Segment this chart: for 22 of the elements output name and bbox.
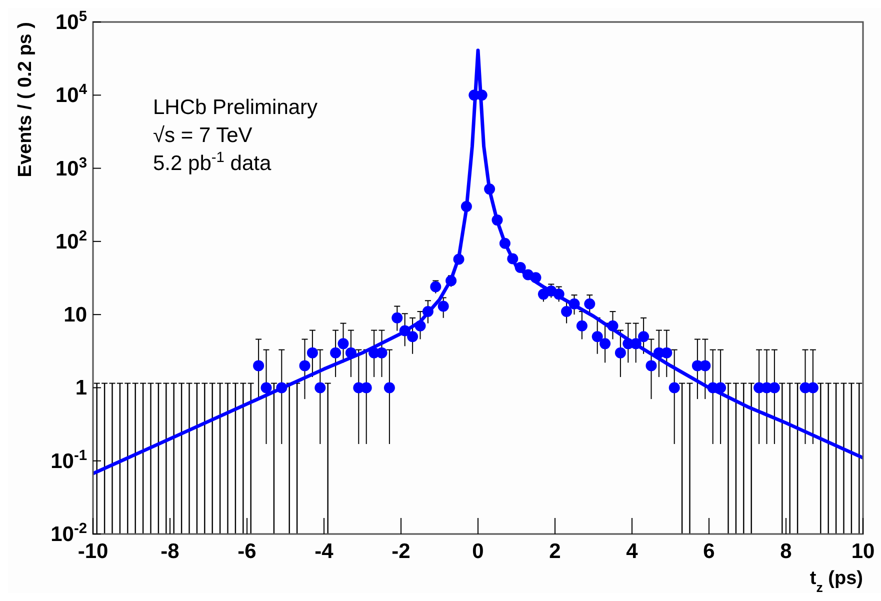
y-tick-label: 1 bbox=[75, 376, 88, 400]
x-tick-label: -4 bbox=[314, 540, 334, 563]
y-tick-label: 10$^{4}$ bbox=[55, 82, 88, 108]
x-tick-label: -8 bbox=[160, 540, 180, 563]
x-tick-label: -2 bbox=[392, 540, 410, 563]
x-tick-label: 6 bbox=[703, 540, 715, 563]
x-tick-label: 10 bbox=[851, 540, 875, 563]
y-tick-label: 10$^{-1}$ bbox=[50, 448, 87, 473]
x-tick-label: 2 bbox=[549, 540, 561, 563]
x-tick-label: 0 bbox=[472, 540, 484, 563]
y-tick-label: 10$^{5}$ bbox=[55, 9, 87, 34]
x-tick-label: 4 bbox=[626, 540, 638, 563]
y-axis-title: Events / ( 0.2 ps ) bbox=[15, 22, 36, 178]
x-tick-label: 8 bbox=[780, 540, 792, 563]
y-tick-label: 10$^{2}$ bbox=[55, 228, 87, 254]
x-axis-title: t$_{z}$ (ps) bbox=[810, 568, 863, 594]
y-tick-label: 10$^{3}$ bbox=[55, 155, 87, 180]
annotation: 5.2 pb$^{-1}$ data bbox=[153, 150, 272, 175]
annotation: √s = 7 TeV bbox=[153, 124, 252, 147]
x-tick-label: -6 bbox=[238, 540, 256, 563]
annotation: LHCb Preliminary bbox=[153, 96, 318, 119]
y-tick-label: 10 bbox=[64, 304, 87, 327]
